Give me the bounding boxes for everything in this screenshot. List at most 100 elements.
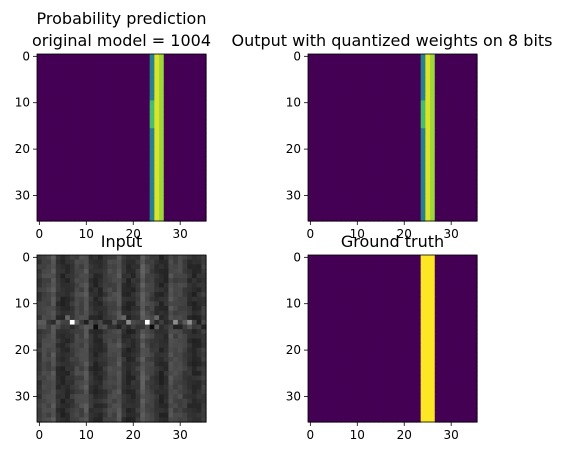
cell (322, 319, 328, 326)
cell (55, 132, 62, 139)
cell (392, 169, 398, 176)
cell (191, 165, 198, 171)
cell (191, 412, 198, 418)
cell (392, 151, 398, 157)
cell (401, 128, 408, 134)
cell (434, 338, 441, 344)
cell (149, 202, 155, 208)
cell (434, 287, 441, 293)
cell (458, 329, 464, 335)
cell (359, 202, 365, 208)
cell (196, 315, 202, 321)
cell (116, 357, 123, 363)
cell (102, 81, 109, 88)
cell (107, 292, 113, 298)
cell (51, 169, 57, 176)
cell (336, 86, 342, 92)
cell (41, 216, 47, 222)
cell (331, 165, 337, 171)
cell (149, 179, 155, 185)
cell (453, 105, 459, 111)
cell (55, 282, 62, 289)
cell (472, 347, 478, 354)
cell (154, 343, 160, 349)
cell (196, 179, 202, 185)
cell (467, 310, 473, 316)
cell (135, 197, 141, 204)
cell (378, 109, 384, 115)
cell (55, 417, 62, 423)
cell (430, 296, 436, 302)
cell (336, 142, 342, 148)
cell (135, 156, 141, 162)
cell (98, 324, 104, 330)
cell (83, 375, 90, 381)
cell (425, 315, 431, 321)
cell (107, 361, 113, 367)
cell (74, 146, 80, 153)
cell (448, 137, 455, 143)
cell (168, 179, 174, 185)
cell (93, 384, 99, 391)
cell (98, 183, 104, 190)
cell (168, 105, 174, 111)
cell (359, 310, 365, 316)
cell (93, 105, 99, 111)
cell (331, 174, 337, 180)
cell (121, 417, 127, 423)
cell (187, 100, 193, 106)
cell (369, 174, 375, 180)
cell (187, 408, 193, 414)
cell (415, 165, 422, 171)
cell (387, 123, 394, 129)
cell (322, 169, 328, 176)
cell (308, 118, 314, 125)
cell (98, 77, 104, 83)
cell (112, 160, 118, 166)
cell (93, 268, 99, 275)
cell (51, 403, 57, 409)
cell (130, 72, 137, 78)
cell (102, 370, 109, 377)
cell (317, 338, 323, 344)
cell (444, 114, 450, 120)
cell (378, 169, 384, 176)
cell (69, 403, 76, 409)
cell (116, 114, 123, 120)
cell (173, 306, 179, 312)
cell (163, 72, 170, 78)
cell (378, 118, 384, 125)
cell (144, 333, 151, 340)
cell (41, 86, 47, 92)
cell (359, 296, 365, 302)
cell (116, 375, 123, 381)
cell (345, 366, 351, 372)
cell (444, 333, 450, 340)
cell (168, 343, 174, 349)
cell (331, 86, 337, 92)
cell (322, 128, 328, 134)
cell (472, 109, 478, 115)
cell (107, 132, 113, 139)
cell (154, 352, 160, 358)
cell (79, 100, 85, 106)
cell (135, 114, 141, 120)
cell (149, 114, 155, 120)
cell (369, 142, 375, 148)
cell (415, 179, 422, 185)
cell (420, 193, 426, 199)
cell (69, 67, 76, 74)
cell (149, 310, 155, 316)
cell (69, 329, 76, 335)
cell (434, 273, 441, 279)
cell (448, 174, 455, 180)
cell (88, 296, 94, 302)
cell (462, 366, 469, 372)
cell (51, 273, 57, 279)
cell (187, 91, 193, 97)
cell (177, 412, 184, 418)
cell (163, 67, 170, 74)
cell (149, 324, 155, 330)
cell (317, 58, 323, 64)
cell (112, 343, 118, 349)
